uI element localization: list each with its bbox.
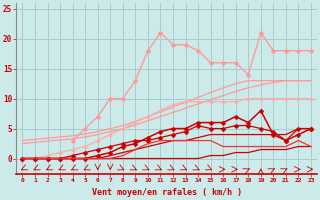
X-axis label: Vent moyen/en rafales ( km/h ): Vent moyen/en rafales ( km/h ) xyxy=(92,188,242,197)
